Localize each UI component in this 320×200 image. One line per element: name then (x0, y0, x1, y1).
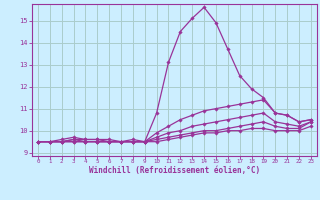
X-axis label: Windchill (Refroidissement éolien,°C): Windchill (Refroidissement éolien,°C) (89, 166, 260, 175)
